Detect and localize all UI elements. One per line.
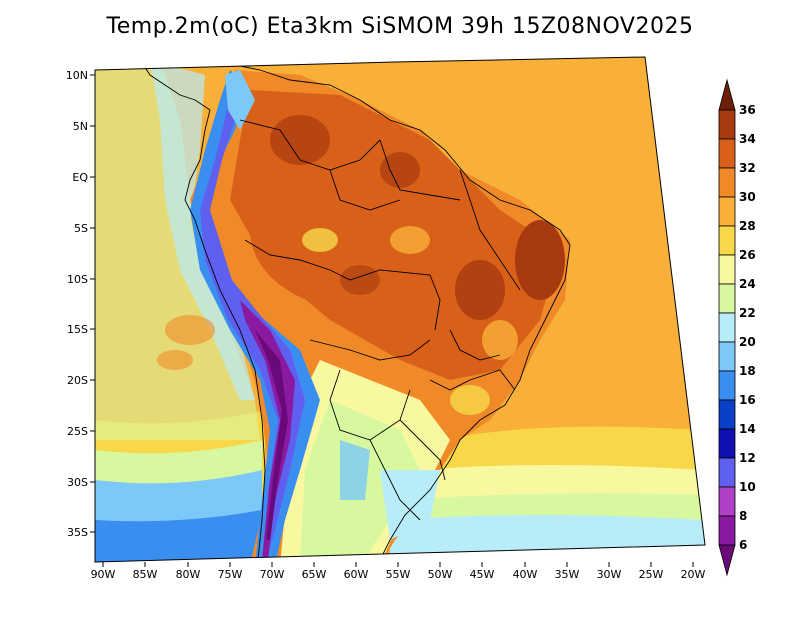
lon-label: 25W xyxy=(639,568,664,581)
colorbar-label: 36 xyxy=(739,103,756,117)
country-borders xyxy=(139,59,571,561)
lon-label: 30W xyxy=(597,568,622,581)
lat-label: 10N xyxy=(66,69,88,82)
lon-label: 45W xyxy=(470,568,495,581)
colorbar-label: 8 xyxy=(739,509,747,523)
lon-label: 80W xyxy=(176,568,201,581)
colorbar-label: 18 xyxy=(739,364,756,378)
colorbar-labels: 36 34 32 30 28 26 24 22 20 18 16 14 12 1… xyxy=(739,103,756,552)
lon-label: 35W xyxy=(555,568,580,581)
lon-label: 50W xyxy=(428,568,453,581)
lat-label: EQ xyxy=(72,171,88,184)
lon-label: 55W xyxy=(386,568,411,581)
colorbar-label: 14 xyxy=(739,422,756,436)
lat-label: 5S xyxy=(74,222,88,235)
lon-label: 90W xyxy=(91,568,116,581)
colorbar-label: 6 xyxy=(739,538,747,552)
colorbar-swatch xyxy=(718,428,736,459)
colorbar-swatch xyxy=(718,457,736,488)
colorbar-label: 22 xyxy=(739,306,756,320)
colorbar-label: 10 xyxy=(739,480,756,494)
colorbar-swatch xyxy=(718,225,736,256)
colorbar-swatch xyxy=(718,196,736,227)
colorbar-swatch xyxy=(718,312,736,343)
lat-label: 25S xyxy=(67,425,88,438)
colorbar-cap-bottom xyxy=(718,544,736,577)
colorbar-cap-top xyxy=(718,78,736,111)
lat-labels: 10N 5N EQ 5S 10S 15S 20S 25S 30S 35S xyxy=(66,69,89,539)
temperature-field xyxy=(95,57,705,562)
colorbar-swatch xyxy=(718,167,736,198)
colorbar-label: 26 xyxy=(739,248,756,262)
colorbar-swatch xyxy=(718,486,736,517)
lon-label: 40W xyxy=(513,568,538,581)
lat-label: 35S xyxy=(67,526,88,539)
lon-label: 85W xyxy=(133,568,158,581)
colorbar-label: 20 xyxy=(739,335,756,349)
lat-label: 10S xyxy=(67,273,88,286)
lat-label: 5N xyxy=(73,120,88,133)
lon-label: 75W xyxy=(218,568,243,581)
colorbar-label: 32 xyxy=(739,161,756,175)
colorbar-label: 16 xyxy=(739,393,756,407)
colorbar-swatch xyxy=(718,515,736,546)
lon-label: 65W xyxy=(302,568,327,581)
lat-label: 20S xyxy=(67,374,88,387)
colorbar-label: 12 xyxy=(739,451,756,465)
colorbar-label: 30 xyxy=(739,190,756,204)
colorbar-label: 34 xyxy=(739,132,756,146)
colorbar-label: 28 xyxy=(739,219,756,233)
lon-label: 60W xyxy=(344,568,369,581)
colorbar-swatch xyxy=(718,109,736,140)
colorbar-label: 24 xyxy=(739,277,756,291)
colorbar-swatch xyxy=(718,283,736,314)
colorbar-swatch xyxy=(718,399,736,430)
colorbar-swatch xyxy=(718,138,736,169)
lon-labels: 90W 85W 80W 75W 70W 65W 60W 55W 50W 45W … xyxy=(91,568,706,581)
colorbar-swatch xyxy=(718,254,736,285)
lat-label: 30S xyxy=(67,476,88,489)
map-title: Temp.2m(oC) Eta3km SiSMOM 39h 15Z08NOV20… xyxy=(106,14,694,39)
colorbar-swatch xyxy=(718,341,736,372)
colorbar xyxy=(718,78,736,577)
lon-label: 20W xyxy=(681,568,706,581)
colorbar-swatch xyxy=(718,370,736,401)
lat-label: 15S xyxy=(67,323,88,336)
axis-ticks xyxy=(90,74,694,567)
lon-label: 70W xyxy=(260,568,285,581)
